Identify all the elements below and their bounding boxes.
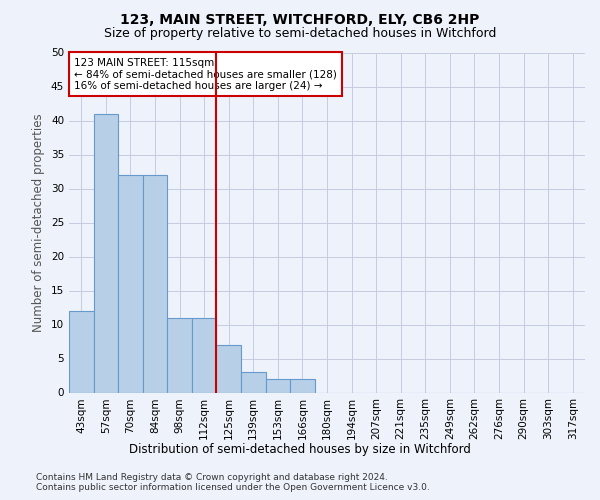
Bar: [167, 318, 192, 392]
Bar: [290, 379, 315, 392]
Text: Size of property relative to semi-detached houses in Witchford: Size of property relative to semi-detach…: [104, 28, 496, 40]
Bar: [241, 372, 266, 392]
Bar: [94, 114, 118, 392]
Bar: [266, 379, 290, 392]
Text: Distribution of semi-detached houses by size in Witchford: Distribution of semi-detached houses by …: [129, 442, 471, 456]
Bar: [69, 311, 94, 392]
Text: 123, MAIN STREET, WITCHFORD, ELY, CB6 2HP: 123, MAIN STREET, WITCHFORD, ELY, CB6 2H…: [121, 12, 479, 26]
Text: Contains HM Land Registry data © Crown copyright and database right 2024.
Contai: Contains HM Land Registry data © Crown c…: [36, 472, 430, 492]
Text: 123 MAIN STREET: 115sqm
← 84% of semi-detached houses are smaller (128)
16% of s: 123 MAIN STREET: 115sqm ← 84% of semi-de…: [74, 58, 337, 91]
Bar: [192, 318, 217, 392]
Y-axis label: Number of semi-detached properties: Number of semi-detached properties: [32, 113, 46, 332]
Bar: [217, 345, 241, 393]
Bar: [118, 175, 143, 392]
Bar: [143, 175, 167, 392]
